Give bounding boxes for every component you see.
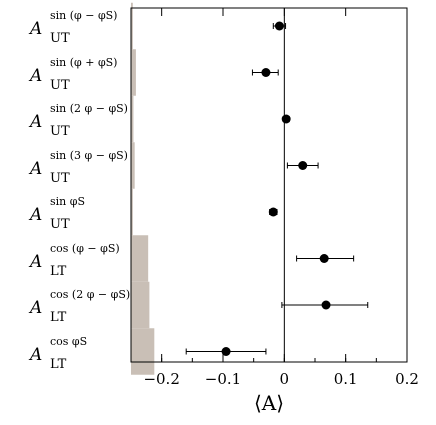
- row-label-superscript: cos φS: [50, 334, 88, 348]
- band-4: [131, 188, 133, 236]
- tick-label-2: 0: [280, 370, 290, 388]
- row-label-symbol: A: [30, 112, 43, 132]
- row-label-symbol: A: [30, 251, 43, 272]
- row-label-symbol: A: [30, 344, 43, 365]
- point-6: [321, 300, 331, 310]
- systematic-bands: [131, 2, 155, 375]
- row-label-symbol: A: [30, 19, 43, 39]
- row-label-symbol: A: [30, 205, 43, 225]
- point-4: [268, 207, 278, 217]
- band-3: [131, 142, 135, 189]
- row-label-symbol: A: [30, 298, 43, 318]
- point-0: [274, 21, 284, 31]
- row-label-superscript: sin (φ − φS): [50, 9, 118, 22]
- row-label-subscript: LT: [50, 263, 67, 279]
- row-label-subscript: UT: [50, 31, 70, 46]
- row-label-subscript: UT: [50, 217, 70, 232]
- row-label-superscript: sin (3 φ − φS): [50, 148, 128, 162]
- row-label-superscript: cos (2 φ − φS): [50, 288, 131, 301]
- x-axis-title: ⟨A⟩: [254, 391, 284, 415]
- tick-label-3: 0.1: [334, 370, 358, 388]
- point-2: [281, 114, 291, 124]
- band-6: [131, 281, 150, 329]
- row-label-symbol: A: [30, 65, 43, 86]
- row-label-symbol: A: [30, 158, 43, 179]
- band-1: [131, 49, 136, 96]
- band-7: [131, 328, 155, 375]
- x-axis-ticks: −0.2 −0.1 0 0.1 0.2: [130, 8, 419, 388]
- row-label-subscript: LT: [50, 310, 67, 325]
- row-label-subscript: UT: [50, 77, 70, 93]
- row-label-superscript: cos (φ − φS): [50, 241, 120, 255]
- tick-label-1: −0.1: [205, 370, 241, 388]
- row-label-superscript: sin φS: [50, 195, 85, 208]
- error-bars: [185, 23, 369, 355]
- band-0: [131, 2, 133, 50]
- data-points: [221, 21, 331, 356]
- row-label-subscript: LT: [50, 356, 67, 372]
- tick-label-0: −0.2: [143, 370, 179, 388]
- row-label-subscript: UT: [50, 170, 70, 186]
- point-3: [298, 161, 308, 170]
- row-label-superscript: sin (φ + φS): [50, 55, 118, 69]
- tick-label-4: 0.2: [395, 370, 419, 388]
- point-5: [319, 254, 329, 263]
- plot-frame: [130, 7, 408, 363]
- point-1: [261, 68, 271, 77]
- band-5: [131, 235, 149, 282]
- band-2: [131, 95, 134, 143]
- row-label-superscript: sin (2 φ − φS): [50, 102, 128, 115]
- row-label-subscript: UT: [50, 124, 70, 139]
- point-7: [221, 347, 231, 356]
